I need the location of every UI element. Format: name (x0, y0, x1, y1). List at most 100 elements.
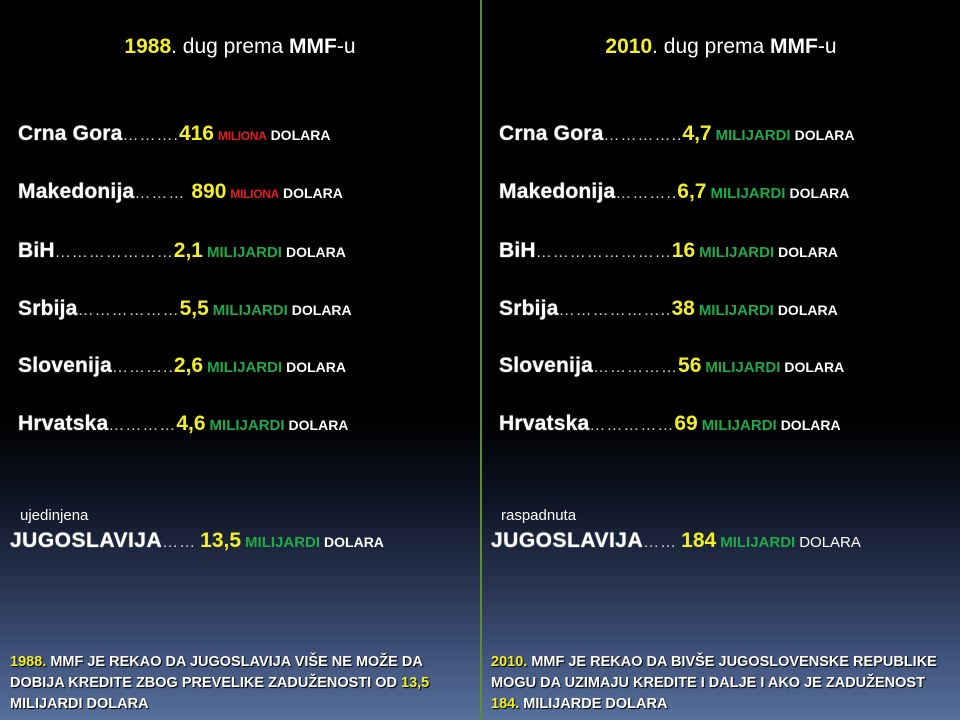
note-amount: 184. (491, 696, 520, 712)
debt-unit: MILIJARDI (699, 244, 775, 261)
leader-dots: …… (643, 534, 678, 551)
leader-dots: ……….. (112, 359, 174, 376)
debt-unit: MILIJARDI (209, 417, 285, 434)
title-suffix: -u (336, 35, 356, 58)
currency: DOLARA (288, 417, 349, 433)
row-crna-gora: Crna Gora………….. 4,7 MILIJARDI DOLARA (499, 122, 854, 146)
title-year: 1988 (124, 35, 172, 58)
currency: DOLARA (794, 127, 855, 143)
leader-dots: ……… (134, 185, 186, 202)
note-2010: 2010. MMF JE REKAO DA BIVŠE JUGOSLOVENSK… (491, 652, 951, 715)
total-unit: MILIJARDI (720, 534, 796, 551)
title-text: . dug prema (171, 35, 290, 58)
title-mmf: MMF (770, 35, 818, 58)
debt-value: 4,6 (176, 412, 206, 435)
total-unit: MILIJARDI (245, 534, 321, 551)
note-1988: 1988. MMF JE REKAO DA JUGOSLAVIJA VIŠE N… (10, 652, 470, 715)
currency: DOLARA (270, 127, 331, 143)
row-hrvatska: Hrvatska…………… 69 MILIJARDI DOLARA (499, 412, 841, 436)
debt-unit: MILIJARDI (715, 127, 791, 144)
debt-unit: MILIJARDI (701, 417, 777, 434)
leader-dots: ………. (122, 127, 179, 144)
row-hrvatska: Hrvatska………… 4,6 MILIJARDI DOLARA (18, 412, 348, 436)
debt-value: 5,5 (179, 297, 209, 320)
country-name: BiH (499, 239, 536, 262)
leader-dots: …………… (593, 359, 679, 376)
country-name: Makedonija (499, 180, 616, 203)
country-name: Hrvatska (18, 412, 109, 435)
row-makedonija: Makedonija……….. 6,7 MILIJARDI DOLARA (499, 180, 849, 204)
debt-value: 56 (678, 354, 702, 377)
debt-value: 4,7 (682, 122, 712, 145)
row-srbija: Srbija……………… 5,5 MILIJARDI DOLARA (18, 297, 352, 321)
debt-value: 6,7 (677, 180, 707, 203)
leader-dots: …………… (589, 417, 675, 434)
row-bih: BiH…………………… 16 MILIJARDI DOLARA (499, 239, 838, 263)
leader-dots: ……………….. (558, 302, 672, 319)
leader-dots: ……….. (615, 185, 678, 202)
country-name: Srbija (18, 297, 78, 320)
country-name: Slovenija (499, 354, 594, 377)
title-text: . dug prema (652, 35, 771, 58)
debt-unit: MILIJARDI (705, 359, 781, 376)
note-end: MILIJARDE DOLARA (519, 696, 668, 712)
row-bih: BiH………………… 2,1 MILIJARDI DOLARA (18, 239, 346, 263)
country-name: Crna Gora (18, 122, 123, 145)
total-prefix: ujedinjena (20, 507, 89, 524)
country-name: Hrvatska (499, 412, 590, 435)
column-1988: 1988. dug prema MMF-u Crna Gora………. 416 MI… (10, 35, 470, 715)
debt-value: 890 (191, 180, 227, 203)
debt-unit: MILIJARDI (698, 302, 774, 319)
debt-value: 16 (671, 239, 696, 262)
total-row: JUGOSLAVIJA…… 184 MILIJARDI DOLARA (491, 529, 861, 553)
total-row: JUGOSLAVIJA…… 13,5 MILIJARDI DOLARA (10, 529, 384, 553)
row-srbija: Srbija……………….. 38 MILIJARDI DOLARA (499, 297, 838, 321)
country-name: Slovenija (18, 354, 113, 377)
row-slovenija: Slovenija……….. 2,6 MILIJARDI DOLARA (18, 354, 346, 378)
currency: DOLARA (282, 185, 343, 201)
currency: DOLARA (324, 534, 384, 550)
title-mmf: MMF (289, 35, 337, 58)
debt-value: 69 (674, 412, 698, 435)
title-year: 2010 (605, 35, 653, 58)
total-prefix: raspadnuta (501, 507, 577, 524)
note-year: 1988. (10, 654, 47, 670)
column-2010: 2010. dug prema MMF-u Crna Gora………….. 4,7… (481, 0, 960, 720)
currency: DOLARA (778, 244, 839, 260)
country-name: Crna Gora (499, 122, 604, 145)
column-divider (480, 0, 482, 720)
note-end: MILIJARDI DOLARA (10, 696, 149, 712)
note-text: MMF JE REKAO DA JUGOSLAVIJA VIŠE NE MOŽE… (10, 654, 423, 691)
leader-dots: …………………… (535, 244, 672, 261)
title-suffix: -u (817, 35, 837, 58)
debt-unit: MILIONA (218, 129, 267, 143)
debt-unit: MILIJARDI (710, 185, 786, 202)
title-2010: 2010. dug prema MMF-u (481, 35, 960, 59)
leader-dots: ………………… (54, 244, 174, 261)
country-name: Makedonija (18, 180, 135, 203)
debt-unit: MILIJARDI (206, 244, 282, 261)
currency: DOLARA (784, 359, 845, 375)
currency: DOLARA (777, 302, 838, 318)
leader-dots: ……………… (77, 302, 180, 319)
currency: DOLARA (789, 185, 850, 201)
total-value: 184 (681, 529, 717, 552)
currency: DOLARA (799, 534, 861, 551)
currency: DOLARA (286, 359, 346, 375)
currency: DOLARA (285, 244, 346, 260)
debt-unit: MILIJARDI (212, 302, 288, 319)
debt-value: 416 (178, 122, 214, 145)
row-makedonija: Makedonija……… 890 MILIONA DOLARA (18, 180, 343, 204)
debt-unit: MILIONA (230, 187, 279, 201)
debt-value: 2,1 (173, 239, 203, 262)
debt-unit: MILIJARDI (207, 359, 283, 376)
row-slovenija: Slovenija…………… 56 MILIJARDI DOLARA (499, 354, 844, 378)
total-name: JUGOSLAVIJA (491, 529, 644, 552)
currency: DOLARA (291, 302, 352, 318)
debt-value: 38 (671, 297, 695, 320)
note-amount: 13,5 (401, 675, 430, 691)
total-value: 13,5 (200, 529, 242, 552)
debt-value: 2,6 (173, 354, 204, 377)
currency: DOLARA (780, 417, 841, 433)
leader-dots: ………….. (603, 127, 683, 144)
